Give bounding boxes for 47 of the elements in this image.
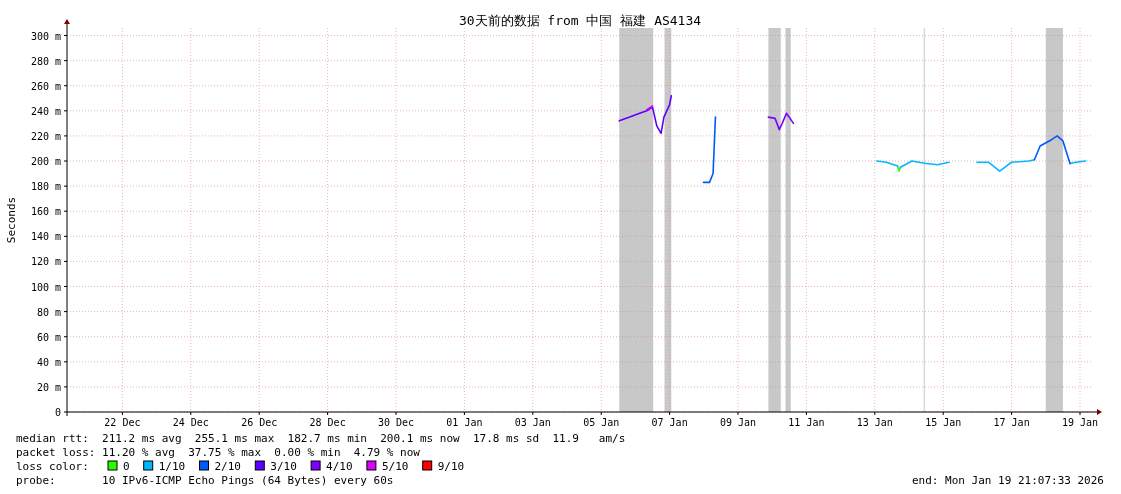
x-tick-label: 26 Dec [241, 417, 278, 428]
y-tick-label: 120 m [30, 256, 61, 268]
x-tick-label: 17 Jan [993, 417, 1030, 428]
x-tick-label: 28 Dec [309, 417, 346, 428]
legend-label: 3/10 [270, 460, 297, 473]
y-tick-label: 40 m [36, 356, 61, 368]
x-tick-label: 30 Dec [377, 417, 415, 428]
text: packet loss: 11.20 % avg 37.75 % max 0.00 % min 4.79 % now [16, 446, 421, 459]
y-tick-label: 60 m [36, 331, 61, 343]
y-tick-label: 200 m [30, 156, 61, 168]
text: probe: 10 IPv6-ICMP Echo Pings (64 Bytes) every 60s [16, 474, 394, 487]
text: median rtt: 211.2 ms avg 255.1 ms max 182.7 ms min 200.1 ms now 17.8 ms sd 11.9 am/s [16, 432, 626, 445]
legend-label: 1/10 [158, 460, 186, 473]
y-tick-label: 160 m [30, 206, 61, 218]
x-tick-label: 15 Jan [925, 417, 962, 428]
legend-label: 9/10 [437, 460, 465, 473]
chart-title: 30天前的数据 from 中国 福建 AS4134 [458, 13, 702, 28]
x-tick-label: 09 Jan [719, 417, 757, 428]
y-tick-label: 300 m [30, 30, 61, 42]
y-tick-label: 240 m [30, 105, 61, 117]
y-tick-label: 280 m [30, 55, 61, 67]
x-tick-label: 03 Jan [514, 417, 551, 428]
y-tick-label: 80 m [36, 306, 61, 318]
line-series [767, 112, 795, 131]
y-tick-label: 180 m [30, 181, 61, 193]
x-tick-label: 24 Dec [172, 417, 209, 428]
x-tick-label: 01 Jan [446, 417, 483, 428]
y-tick-label: 220 m [30, 130, 61, 142]
y-axis-title: Seconds [5, 196, 18, 244]
y-tick-label: 20 m [36, 381, 61, 393]
x-tick-label: 05 Jan [583, 417, 620, 428]
legend-label: 0 [123, 460, 130, 473]
legend-label: 2/10 [214, 460, 241, 473]
x-tick-label: 19 Jan [1061, 417, 1099, 428]
y-tick-label: 100 m [30, 281, 61, 293]
legend-label: 5/10 [381, 460, 409, 473]
x-tick-label: 07 Jan [651, 417, 688, 428]
y-tick-label: 140 m [30, 231, 61, 243]
x-tick-label: 13 Jan [856, 417, 893, 428]
y-tick-label: 0 [54, 407, 61, 418]
x-tick-label: 22 Dec [104, 417, 141, 428]
x-tick-label: 11 Jan [788, 417, 825, 428]
legend-title: loss color: [16, 460, 89, 473]
line-series [618, 94, 673, 135]
text: end: Mon Jan 19 21:07:33 2026 [911, 474, 1104, 487]
y-tick-label: 260 m [30, 80, 61, 92]
legend-label: 4/10 [326, 460, 353, 473]
